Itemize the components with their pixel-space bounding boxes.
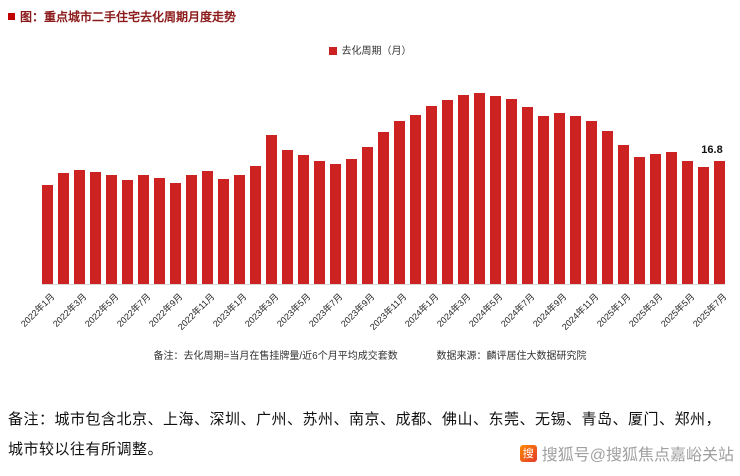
bar [522,107,533,284]
sohu-watermark: 搜 搜狐号@搜狐焦点嘉峪关站 [519,441,734,465]
bar [202,171,213,284]
x-axis: 2022年1月 2022年3月 2022年5月 2022年7月 2022年9月 2022年… [18,290,727,352]
bar [346,159,357,284]
bar [506,99,517,284]
bar [442,100,453,284]
sohu-logo-icon: 搜 [519,444,537,462]
bar [538,116,549,284]
chart-legend: 去化周期（月） [0,42,740,57]
bar [234,175,245,284]
chart-footnote: 备注：去化周期=当月在售挂牌量/近6个月平均成交套数 数据来源：麟评居住大数据研… [0,347,740,362]
chart-data-source: 数据来源：麟评居住大数据研究院 [436,351,587,362]
bar [74,170,85,284]
bar [58,173,69,284]
bar [90,172,101,284]
bar [586,121,597,284]
plot-area: 16.8 [42,88,725,285]
bar [650,154,661,284]
bar [298,155,309,284]
legend-swatch-icon [328,47,337,55]
figure-title-text: 图：重点城市二手住宅去化周期月度走势 [20,10,237,24]
bar-value-label: 16.8 [701,144,723,156]
bar [554,113,565,284]
bar [170,183,181,284]
bar [154,178,165,284]
bar [666,152,677,284]
bar [474,93,485,284]
bar [314,161,325,284]
bar [458,95,469,284]
bar [490,96,501,284]
bar [250,166,261,284]
bar [42,185,53,284]
bar [266,135,277,284]
bar [634,157,645,284]
bar [618,145,629,284]
bar [282,150,293,284]
bar [330,164,341,284]
bar [186,175,197,284]
bar [602,131,613,284]
bar [410,115,421,284]
bar [106,175,117,284]
bar [714,161,725,284]
legend-label: 去化周期（月） [341,46,412,57]
bar [426,106,437,284]
document-note-line2: 城市较以往有所调整。 [8,442,164,458]
chart-footnote-formula: 备注：去化周期=当月在售挂牌量/近6个月平均成交套数 [153,351,398,362]
title-bullet-icon [8,13,15,20]
bar [378,132,389,284]
document-note-line1: 备注：城市包含北京、上海、深圳、广州、苏州、南京、成都、佛山、东莞、无锡、青岛、… [8,412,722,428]
bar [394,121,405,284]
figure-title: 图：重点城市二手住宅去化周期月度走势 [8,8,236,25]
bar [362,147,373,284]
bar [570,116,581,284]
bar [682,161,693,284]
bar [122,180,133,284]
bar [138,175,149,284]
bar [698,167,709,284]
bar [218,179,229,284]
watermark-text: 搜狐号@搜狐焦点嘉峪关站 [541,447,734,464]
